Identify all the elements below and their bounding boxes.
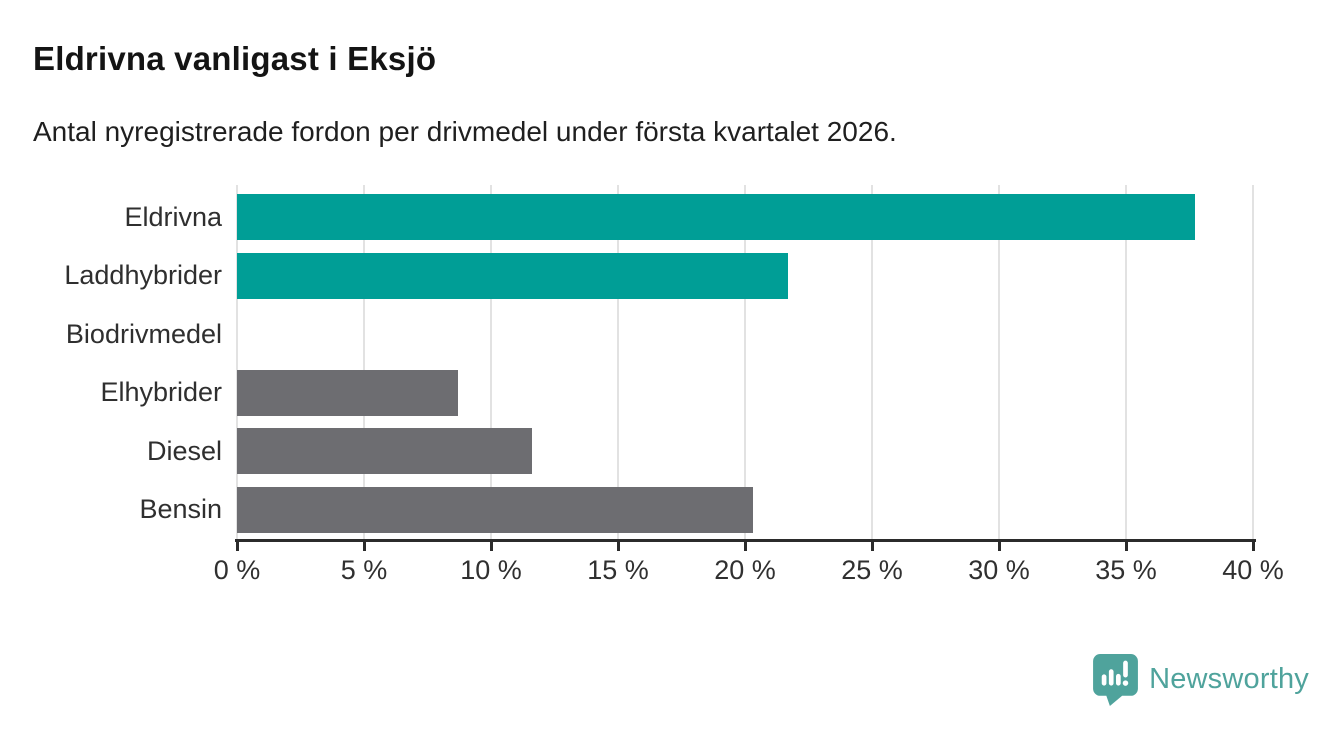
category-label: Laddhybrider [64, 260, 222, 291]
gridline [871, 185, 873, 539]
bar-rows: Eldrivna Laddhybrider Biodrivmedel Elhybrid… [64, 188, 1253, 540]
chart-row: Eldrivna [124, 188, 1253, 247]
gridline [617, 185, 619, 539]
gridline [1125, 185, 1127, 539]
bar-eldrivna [237, 194, 1195, 241]
brand-name: Newsworthy [1149, 663, 1309, 695]
logo-bar-1 [1101, 674, 1107, 686]
chart-subtitle: Antal nyregistrerade fordon per drivmede… [33, 116, 897, 147]
gridline [490, 185, 492, 539]
x-axis-tick-label: 40 % [1222, 555, 1284, 585]
chart-row: Laddhybrider [64, 247, 1253, 306]
x-axis-tick [1251, 542, 1255, 551]
x-axis: 0 % 5 % 10 % 15 % 20 % 25 % 30 % 35 % 40 % [214, 539, 1284, 599]
x-axis-tick [743, 542, 747, 551]
x-axis-tick [997, 542, 1001, 551]
x-axis-tick-label: 30 % [968, 555, 1030, 585]
gridline [236, 185, 238, 539]
bar-bensin [237, 486, 753, 533]
category-label: Eldrivna [124, 201, 222, 232]
plot-area: Eldrivna Laddhybrider Biodrivmedel Elhybrid… [64, 185, 1254, 540]
chart-row: Bensin [139, 481, 1253, 540]
brand-footer: Newsworthy [1092, 653, 1309, 706]
logo-bar-2 [1108, 669, 1114, 686]
category-label: Biodrivmedel [65, 318, 222, 349]
x-axis-tick-label: 10 % [460, 555, 522, 585]
x-axis-tick [489, 542, 493, 551]
x-axis-line [235, 539, 1256, 542]
x-axis-tick-label: 25 % [841, 555, 903, 585]
bar-elhybrider [237, 369, 458, 416]
gridline [744, 185, 746, 539]
logo-exclamation-bar [1123, 660, 1128, 678]
bar-laddhybrider [237, 252, 789, 299]
x-axis-tick [1124, 542, 1128, 551]
gridline [1252, 185, 1254, 539]
x-axis-tick-label: 35 % [1095, 555, 1157, 585]
x-axis-tick [870, 542, 874, 551]
x-axis-tick-label: 15 % [587, 555, 649, 585]
chart-row: Diesel [147, 422, 1253, 481]
chart-row: Elhybrider [100, 364, 1253, 423]
category-label: Bensin [139, 494, 222, 525]
x-axis-tick-label: 20 % [714, 555, 776, 585]
category-label: Diesel [146, 435, 222, 466]
x-axis-tick-label: 5 % [340, 555, 388, 585]
category-label: Elhybrider [100, 377, 222, 408]
logo-bar-3 [1116, 673, 1121, 686]
gridline [998, 185, 1000, 539]
chart-row: Biodrivmedel [66, 305, 1253, 364]
x-axis-tick [235, 542, 239, 551]
x-axis-tick-label: 0 % [213, 555, 261, 585]
x-axis-tick [362, 542, 366, 551]
logo-exclamation-dot [1122, 680, 1129, 686]
chart-title: Eldrivna vanligast i Eksjö [33, 40, 437, 77]
newsworthy-logo-icon [1093, 654, 1138, 706]
x-axis-tick [616, 542, 620, 551]
gridline [363, 185, 365, 539]
bar-diesel [237, 428, 532, 475]
